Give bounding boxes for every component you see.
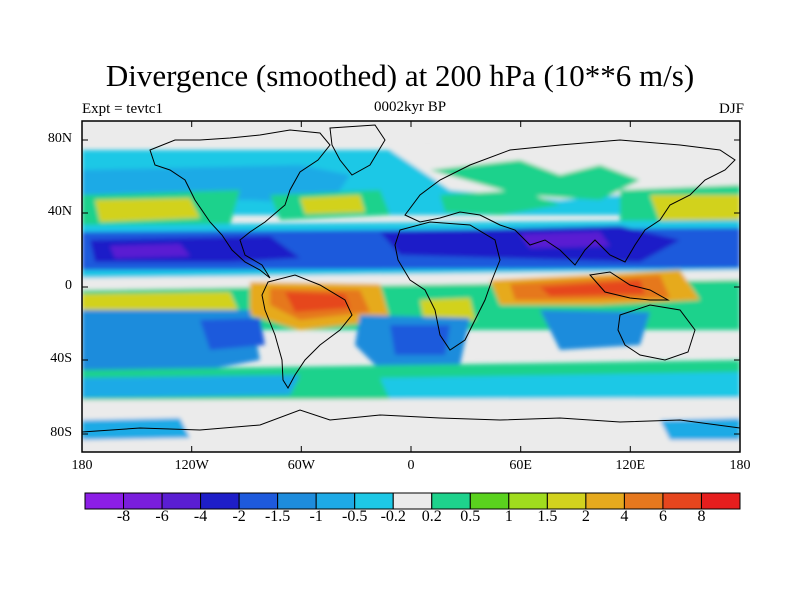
colorbar-swatch [392, 492, 433, 510]
colorbar-swatch [277, 492, 317, 510]
field-region-red [540, 280, 645, 296]
field-region-yellow [650, 195, 740, 222]
colorbar-label: -4 [193, 508, 208, 525]
colorbar-swatch [238, 492, 279, 510]
y-tick-0: 0 [65, 278, 72, 293]
coast-africa [394, 221, 501, 351]
colorbar-label: -0.5 [342, 508, 368, 525]
x-tick-180e: 180 [729, 458, 751, 473]
colorbar-swatch [123, 492, 163, 510]
colorbar-label: 0.2 [421, 508, 442, 525]
field-region-lightblue [660, 418, 740, 440]
coastlines [82, 124, 740, 433]
colorbar-swatch [200, 492, 240, 510]
coast-south-america [261, 274, 353, 389]
field-region-green [430, 160, 640, 200]
coast-antarctica [82, 409, 740, 433]
coast-eurasia [404, 139, 736, 266]
colorbar-label: 1 [504, 508, 513, 525]
colorbar-label: -1 [309, 508, 323, 525]
colorbar-swatch [431, 492, 471, 510]
field-region-cyan [380, 372, 740, 400]
colorbar-swatch [623, 492, 664, 510]
y-tick-80s: 80S [50, 425, 72, 440]
colorbar-label: 4 [620, 508, 629, 525]
field-region-midblue [200, 318, 265, 350]
field-region-lightblue [82, 375, 300, 398]
colorbar-swatch [546, 492, 587, 510]
axis-ticks [81, 121, 741, 452]
coast-indonesia [589, 271, 670, 301]
x-tick-60e: 60E [509, 458, 532, 473]
field-region-neutral [82, 121, 740, 138]
colorbar-label: 2 [581, 508, 590, 525]
field-region-neutral [82, 398, 740, 452]
field-region-purple [520, 232, 610, 248]
colorbar-swatch [354, 492, 394, 510]
colorbar-label: -2 [232, 508, 246, 525]
field-region-yellow [95, 198, 200, 222]
colorbar-swatch [315, 492, 356, 510]
y-tick-40n: 40N [47, 204, 72, 219]
y-tick-40s: 40S [50, 351, 72, 366]
coast-australia [617, 304, 696, 361]
coast-north-america [149, 129, 331, 279]
field-region-midblue [390, 325, 450, 355]
field-region-green [440, 190, 560, 215]
colorbar-swatch [700, 492, 741, 510]
colorbar-swatch [161, 492, 202, 510]
colorbar-swatch [508, 492, 548, 510]
colorbar-label: 8 [697, 508, 706, 525]
experiment-label: Expt = tevtc1 [82, 101, 163, 117]
colorbar-label: -6 [155, 508, 169, 525]
field-region-neutral [390, 140, 740, 200]
colorbar-label: 0.5 [460, 508, 481, 525]
x-tick-60w: 60W [287, 458, 315, 473]
field-region-purple [110, 244, 190, 258]
x-tick-180w: 180 [71, 458, 93, 473]
divergence-field [82, 121, 740, 452]
colorbar-label: -8 [116, 508, 131, 525]
plot-title: Divergence (smoothed) at 200 hPa (10**6 … [105, 58, 695, 93]
field-region-lightblue [82, 418, 190, 440]
x-tick-120w: 120W [174, 458, 209, 473]
x-tick-0: 0 [407, 458, 415, 473]
colorbar-label: 6 [658, 508, 667, 525]
colorbar-swatch [662, 492, 702, 510]
colorbar-swatch [84, 492, 125, 510]
field-region-yellow [300, 195, 365, 214]
period-label: 0002kyr BP [373, 99, 447, 115]
y-tick-80n: 80N [47, 131, 72, 146]
colorbar [84, 492, 741, 510]
colorbar-label: -1.5 [264, 508, 291, 525]
colorbar-swatch [585, 492, 625, 510]
coast-greenland [329, 124, 386, 176]
colorbar-label: -0.2 [380, 508, 406, 525]
season-label: DJF [718, 101, 744, 117]
field-region-red [285, 292, 350, 312]
colorbar-swatch [469, 492, 510, 510]
colorbar-label: 1.5 [537, 508, 558, 525]
x-tick-120e: 120E [615, 458, 646, 473]
